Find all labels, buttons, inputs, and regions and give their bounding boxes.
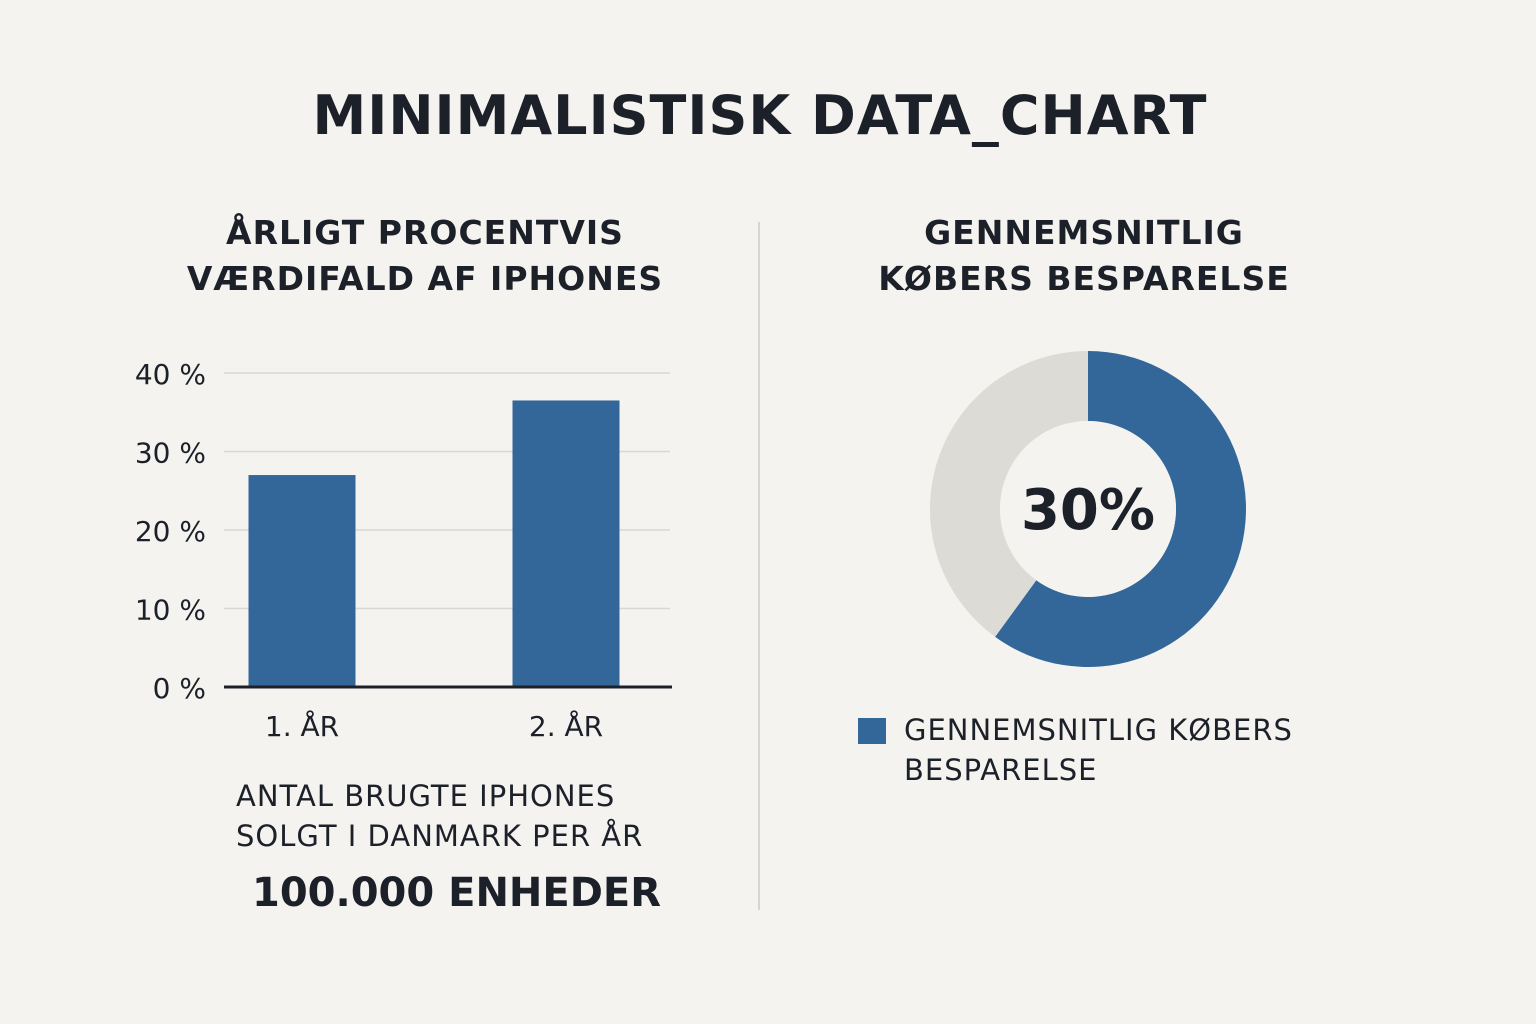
stat-label: ANTAL BRUGTE IPHONES SOLGT I DANMARK PER…: [236, 776, 706, 856]
bar-chart-title-line-2: VÆRDIFALD AF IPHONES: [186, 259, 664, 298]
bar: [512, 400, 620, 687]
donut-slice: [995, 351, 1246, 667]
x-tick-label: 1. ÅR: [265, 709, 339, 743]
donut-center-label: 30%: [1021, 478, 1155, 543]
y-tick-label: 20 %: [135, 515, 206, 548]
bar-chart-title-line-1: ÅRLIGT PROCENTVIS: [226, 213, 624, 252]
legend-label-line-2: BESPARELSE: [904, 753, 1098, 787]
donut-chart-title: GENNEMSNITLIG KØBERS BESPARELSE: [834, 210, 1334, 302]
donut-chart: 30%: [930, 351, 1246, 667]
stat-label-line-2: SOLGT I DANMARK PER ÅR: [236, 819, 644, 853]
page-title: MINIMALISTISK DATA_CHART: [312, 84, 1208, 147]
x-tick-label: 2. ÅR: [529, 709, 603, 743]
bar: [248, 475, 356, 687]
donut-chart-title-line-1: GENNEMSNITLIG: [924, 213, 1244, 252]
stat-label-line-1: ANTAL BRUGTE IPHONES: [236, 779, 616, 813]
y-tick-label: 30 %: [135, 437, 206, 470]
y-tick-label: 40 %: [135, 358, 206, 391]
stat-value: 100.000 ENHEDER: [252, 870, 662, 916]
y-tick-label: 10 %: [135, 594, 206, 627]
donut-chart-title-line-2: KØBERS BESPARELSE: [878, 259, 1290, 298]
donut-slice: [930, 351, 1088, 637]
y-tick-label: 0 %: [153, 672, 206, 705]
legend-label-line-1: GENNEMSNITLIG KØBERS: [904, 713, 1293, 747]
panel-divider: [758, 222, 760, 910]
bar-chart: 0 % 10 % 20 % 30 % 40 % 1. ÅR 2. ÅR: [135, 358, 672, 743]
legend-swatch: [858, 718, 886, 744]
bar-chart-title: ÅRLIGT PROCENTVIS VÆRDIFALD AF IPHONES: [150, 210, 700, 302]
legend-label: GENNEMSNITLIG KØBERS BESPARELSE: [904, 710, 1293, 790]
donut-hole: [1000, 421, 1176, 597]
